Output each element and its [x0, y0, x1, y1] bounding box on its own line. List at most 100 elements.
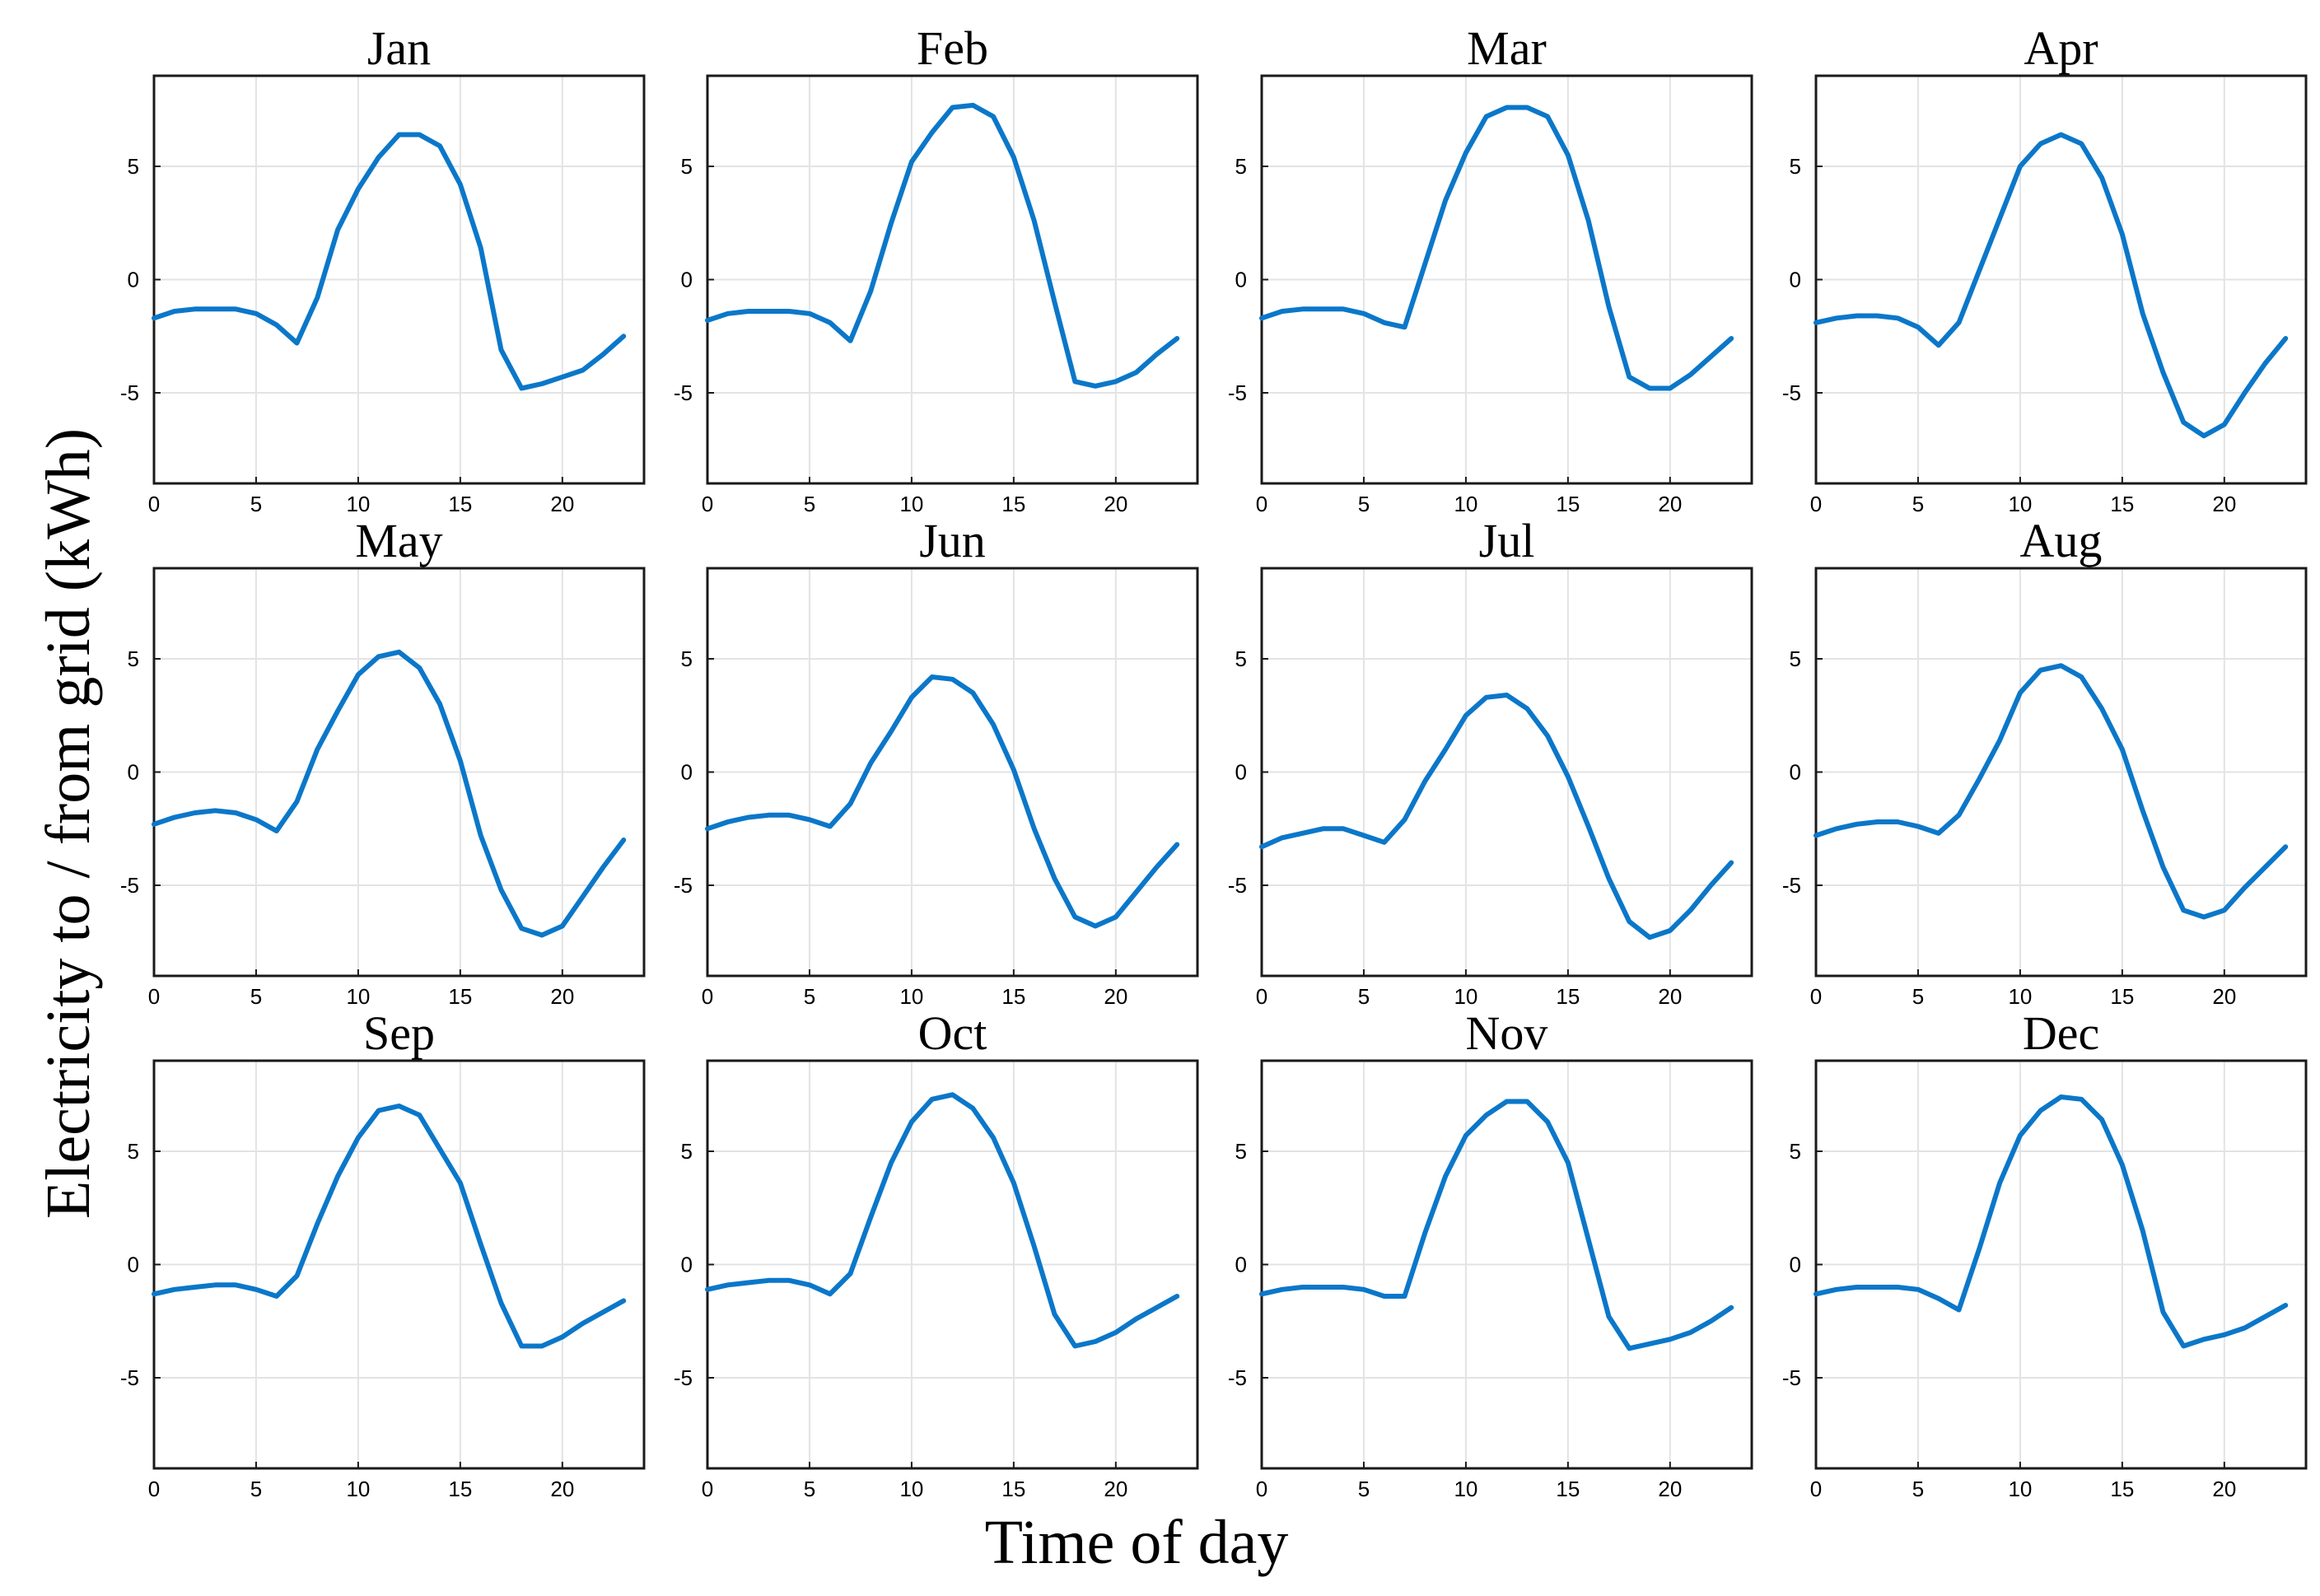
y-tick-label: 5: [128, 646, 139, 671]
x-tick-label: 20: [1104, 492, 1127, 516]
series-line: [1259, 1099, 1734, 1351]
x-tick-label: 20: [1104, 1477, 1127, 1501]
x-tick-label: 20: [1658, 492, 1682, 516]
y-tick-label: -5: [1782, 873, 1801, 898]
series-line: [705, 102, 1180, 389]
x-tick-label: 15: [1556, 492, 1580, 516]
panel-apr: 0 5 10 15 20 -5 0 5 Apr: [1782, 21, 2308, 516]
panel-title: Oct: [918, 1006, 987, 1060]
panel-nov: 0 5 10 15 20 -5 0 5 Nov: [1228, 1006, 1753, 1501]
x-axis-title: Time of day: [985, 1508, 1289, 1577]
x-tick-label: 20: [550, 1477, 574, 1501]
x-tick-label: 0: [1810, 492, 1822, 516]
plot-frame: [1814, 1059, 2308, 1470]
panel-title: May: [355, 514, 442, 567]
x-tick-label: 10: [899, 492, 923, 516]
x-tick-label: 15: [1001, 984, 1025, 1009]
x-tick-label: 0: [1810, 984, 1822, 1009]
x-tick-label: 0: [702, 492, 713, 516]
panel-jun: 0 5 10 15 20 -5 0 5 Jun: [674, 514, 1199, 1009]
x-tick-label: 10: [1454, 492, 1477, 516]
y-tick-label: 0: [128, 760, 139, 785]
x-tick-label: 5: [804, 492, 815, 516]
x-tick-label: 15: [448, 492, 472, 516]
y-tick-label: 0: [1235, 268, 1247, 292]
panel-oct: 0 5 10 15 20 -5 0 5 Oct: [674, 1006, 1199, 1501]
y-tick-label: 5: [681, 1139, 693, 1164]
x-tick-label: 5: [1358, 1477, 1370, 1501]
y-tick-label: 5: [681, 154, 693, 179]
x-tick-label: 10: [899, 1477, 923, 1501]
x-tick-label: 0: [1810, 1477, 1822, 1501]
plot-frame: [1260, 1059, 1753, 1470]
x-tick-label: 0: [1256, 984, 1267, 1009]
y-tick-label: 5: [1235, 1139, 1247, 1164]
plot-frame: [706, 1059, 1199, 1470]
x-tick-label: 5: [1912, 1477, 1924, 1501]
x-tick-label: 10: [1454, 1477, 1477, 1501]
y-tick-label: 0: [128, 268, 139, 292]
y-tick-label: 0: [1235, 1253, 1247, 1277]
x-tick-label: 10: [899, 984, 923, 1009]
x-tick-label: 15: [448, 1477, 472, 1501]
y-tick-label: -5: [1228, 1365, 1247, 1390]
plot-frame: [706, 567, 1199, 978]
x-tick-label: 20: [1658, 1477, 1682, 1501]
y-tick-label: -5: [120, 380, 139, 405]
panel-title: Sep: [363, 1006, 435, 1060]
y-tick-label: 0: [1790, 268, 1801, 292]
x-tick-label: 0: [148, 1477, 160, 1501]
x-tick-label: 5: [1358, 984, 1370, 1009]
x-tick-label: 10: [346, 492, 370, 516]
series-line: [1814, 132, 2289, 439]
plot-frame: [1814, 74, 2308, 485]
panel-sep: 0 5 10 15 20 -5 0 5 Sep: [120, 1006, 646, 1501]
plot-frame: [152, 74, 646, 485]
x-tick-label: 15: [2110, 984, 2134, 1009]
x-tick-label: 10: [1454, 984, 1477, 1009]
panel-aug: 0 5 10 15 20 -5 0 5 Aug: [1782, 514, 2308, 1009]
y-tick-label: -5: [674, 873, 693, 898]
y-tick-label: 0: [681, 760, 693, 785]
x-tick-label: 20: [2212, 492, 2236, 516]
x-tick-label: 15: [2110, 1477, 2134, 1501]
plot-frame: [1260, 74, 1753, 485]
panel-title: Jun: [919, 514, 986, 567]
x-tick-label: 15: [1556, 1477, 1580, 1501]
y-tick-label: 0: [1790, 1253, 1801, 1277]
y-tick-label: 5: [128, 1139, 139, 1164]
series-line: [1814, 1094, 2289, 1349]
x-tick-label: 5: [250, 984, 262, 1009]
x-tick-label: 5: [1358, 492, 1370, 516]
plot-frame: [706, 74, 1199, 485]
x-tick-label: 20: [550, 984, 574, 1009]
panel-feb: 0 5 10 15 20 -5 0 5 Feb: [674, 21, 1199, 516]
y-tick-label: 5: [1790, 154, 1801, 179]
panel-jan: 0 5 10 15 20 -5 0 5 Jan: [120, 21, 646, 516]
y-tick-label: 5: [1790, 646, 1801, 671]
y-tick-label: -5: [1228, 873, 1247, 898]
y-tick-label: -5: [120, 1365, 139, 1390]
panel-jul: 0 5 10 15 20 -5 0 5 Jul: [1228, 514, 1753, 1009]
x-tick-label: 5: [250, 1477, 262, 1501]
x-tick-label: 20: [550, 492, 574, 516]
y-tick-label: -5: [674, 1365, 693, 1390]
series-line: [705, 1092, 1180, 1349]
panel-title: Jan: [367, 21, 431, 75]
y-tick-label: 5: [1235, 646, 1247, 671]
x-tick-label: 10: [2008, 492, 2032, 516]
y-tick-label: 0: [681, 1253, 693, 1277]
y-tick-label: -5: [1228, 380, 1247, 405]
x-tick-label: 15: [1001, 492, 1025, 516]
panel-mar: 0 5 10 15 20 -5 0 5 Mar: [1228, 21, 1753, 516]
x-tick-label: 10: [2008, 984, 2032, 1009]
panel-may: 0 5 10 15 20 -5 0 5 May: [120, 514, 646, 1009]
series-line: [1259, 105, 1734, 391]
x-tick-label: 5: [804, 1477, 815, 1501]
panel-title: Mar: [1467, 21, 1547, 75]
y-tick-label: -5: [1782, 380, 1801, 405]
panel-grid: 0 5 10 15 20 -5 0 5 Jan 0 5 10 15 20 -5 0 5 Feb 0 5 10 15 20 -5…: [120, 21, 2308, 1501]
y-tick-label: -5: [120, 873, 139, 898]
plot-frame: [1260, 567, 1753, 978]
